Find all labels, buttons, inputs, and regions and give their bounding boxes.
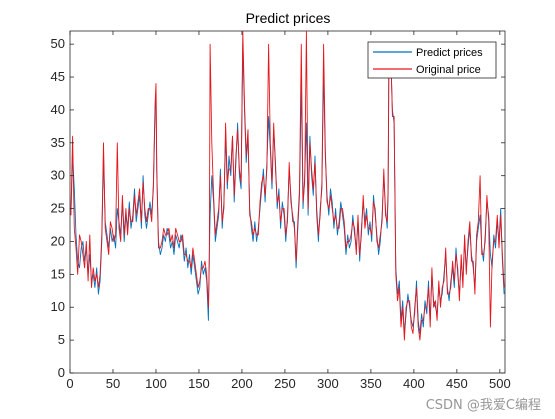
x-tick-label: 200 (231, 376, 253, 391)
y-tick-label: 50 (51, 36, 65, 51)
y-tick-label: 30 (51, 168, 65, 183)
series-line-original (70, 31, 505, 341)
y-tick-label: 10 (51, 299, 65, 314)
x-tick-label: 500 (489, 376, 511, 391)
legend: Predict prices Original price (367, 41, 497, 79)
ticks-layer: 0 50 100 150 200 250 300 350 400 450 500 0 5 10 15 20 25… (51, 31, 511, 391)
y-tick-label: 20 (51, 233, 65, 248)
y-tick-label: 35 (51, 135, 65, 150)
series-layer (70, 31, 505, 341)
chart-title: Predict prices (246, 10, 331, 26)
legend-label-predict: Predict prices (416, 47, 483, 59)
y-tick-label: 0 (58, 365, 65, 380)
y-tick-label: 5 (58, 332, 65, 347)
x-tick-label: 450 (446, 376, 468, 391)
x-tick-label: 150 (188, 376, 210, 391)
legend-box (367, 41, 497, 79)
x-tick-label: 250 (274, 376, 296, 391)
y-tick-label: 40 (51, 102, 65, 117)
plot-area: 0 50 100 150 200 250 300 350 400 450 500 0 5 10 15 20 25… (51, 30, 511, 391)
x-tick-label: 100 (145, 376, 167, 391)
x-tick-label: 50 (106, 376, 120, 391)
y-tick-label: 25 (51, 201, 65, 216)
x-tick-label: 0 (66, 376, 73, 391)
x-tick-label: 400 (403, 376, 425, 391)
legend-label-original: Original price (416, 64, 481, 76)
y-tick-label: 15 (51, 266, 65, 281)
x-tick-label: 300 (317, 376, 339, 391)
watermark: CSDN @我爱C编程 (425, 398, 541, 413)
x-tick-label: 350 (360, 376, 382, 391)
y-tick-label: 45 (51, 69, 65, 84)
